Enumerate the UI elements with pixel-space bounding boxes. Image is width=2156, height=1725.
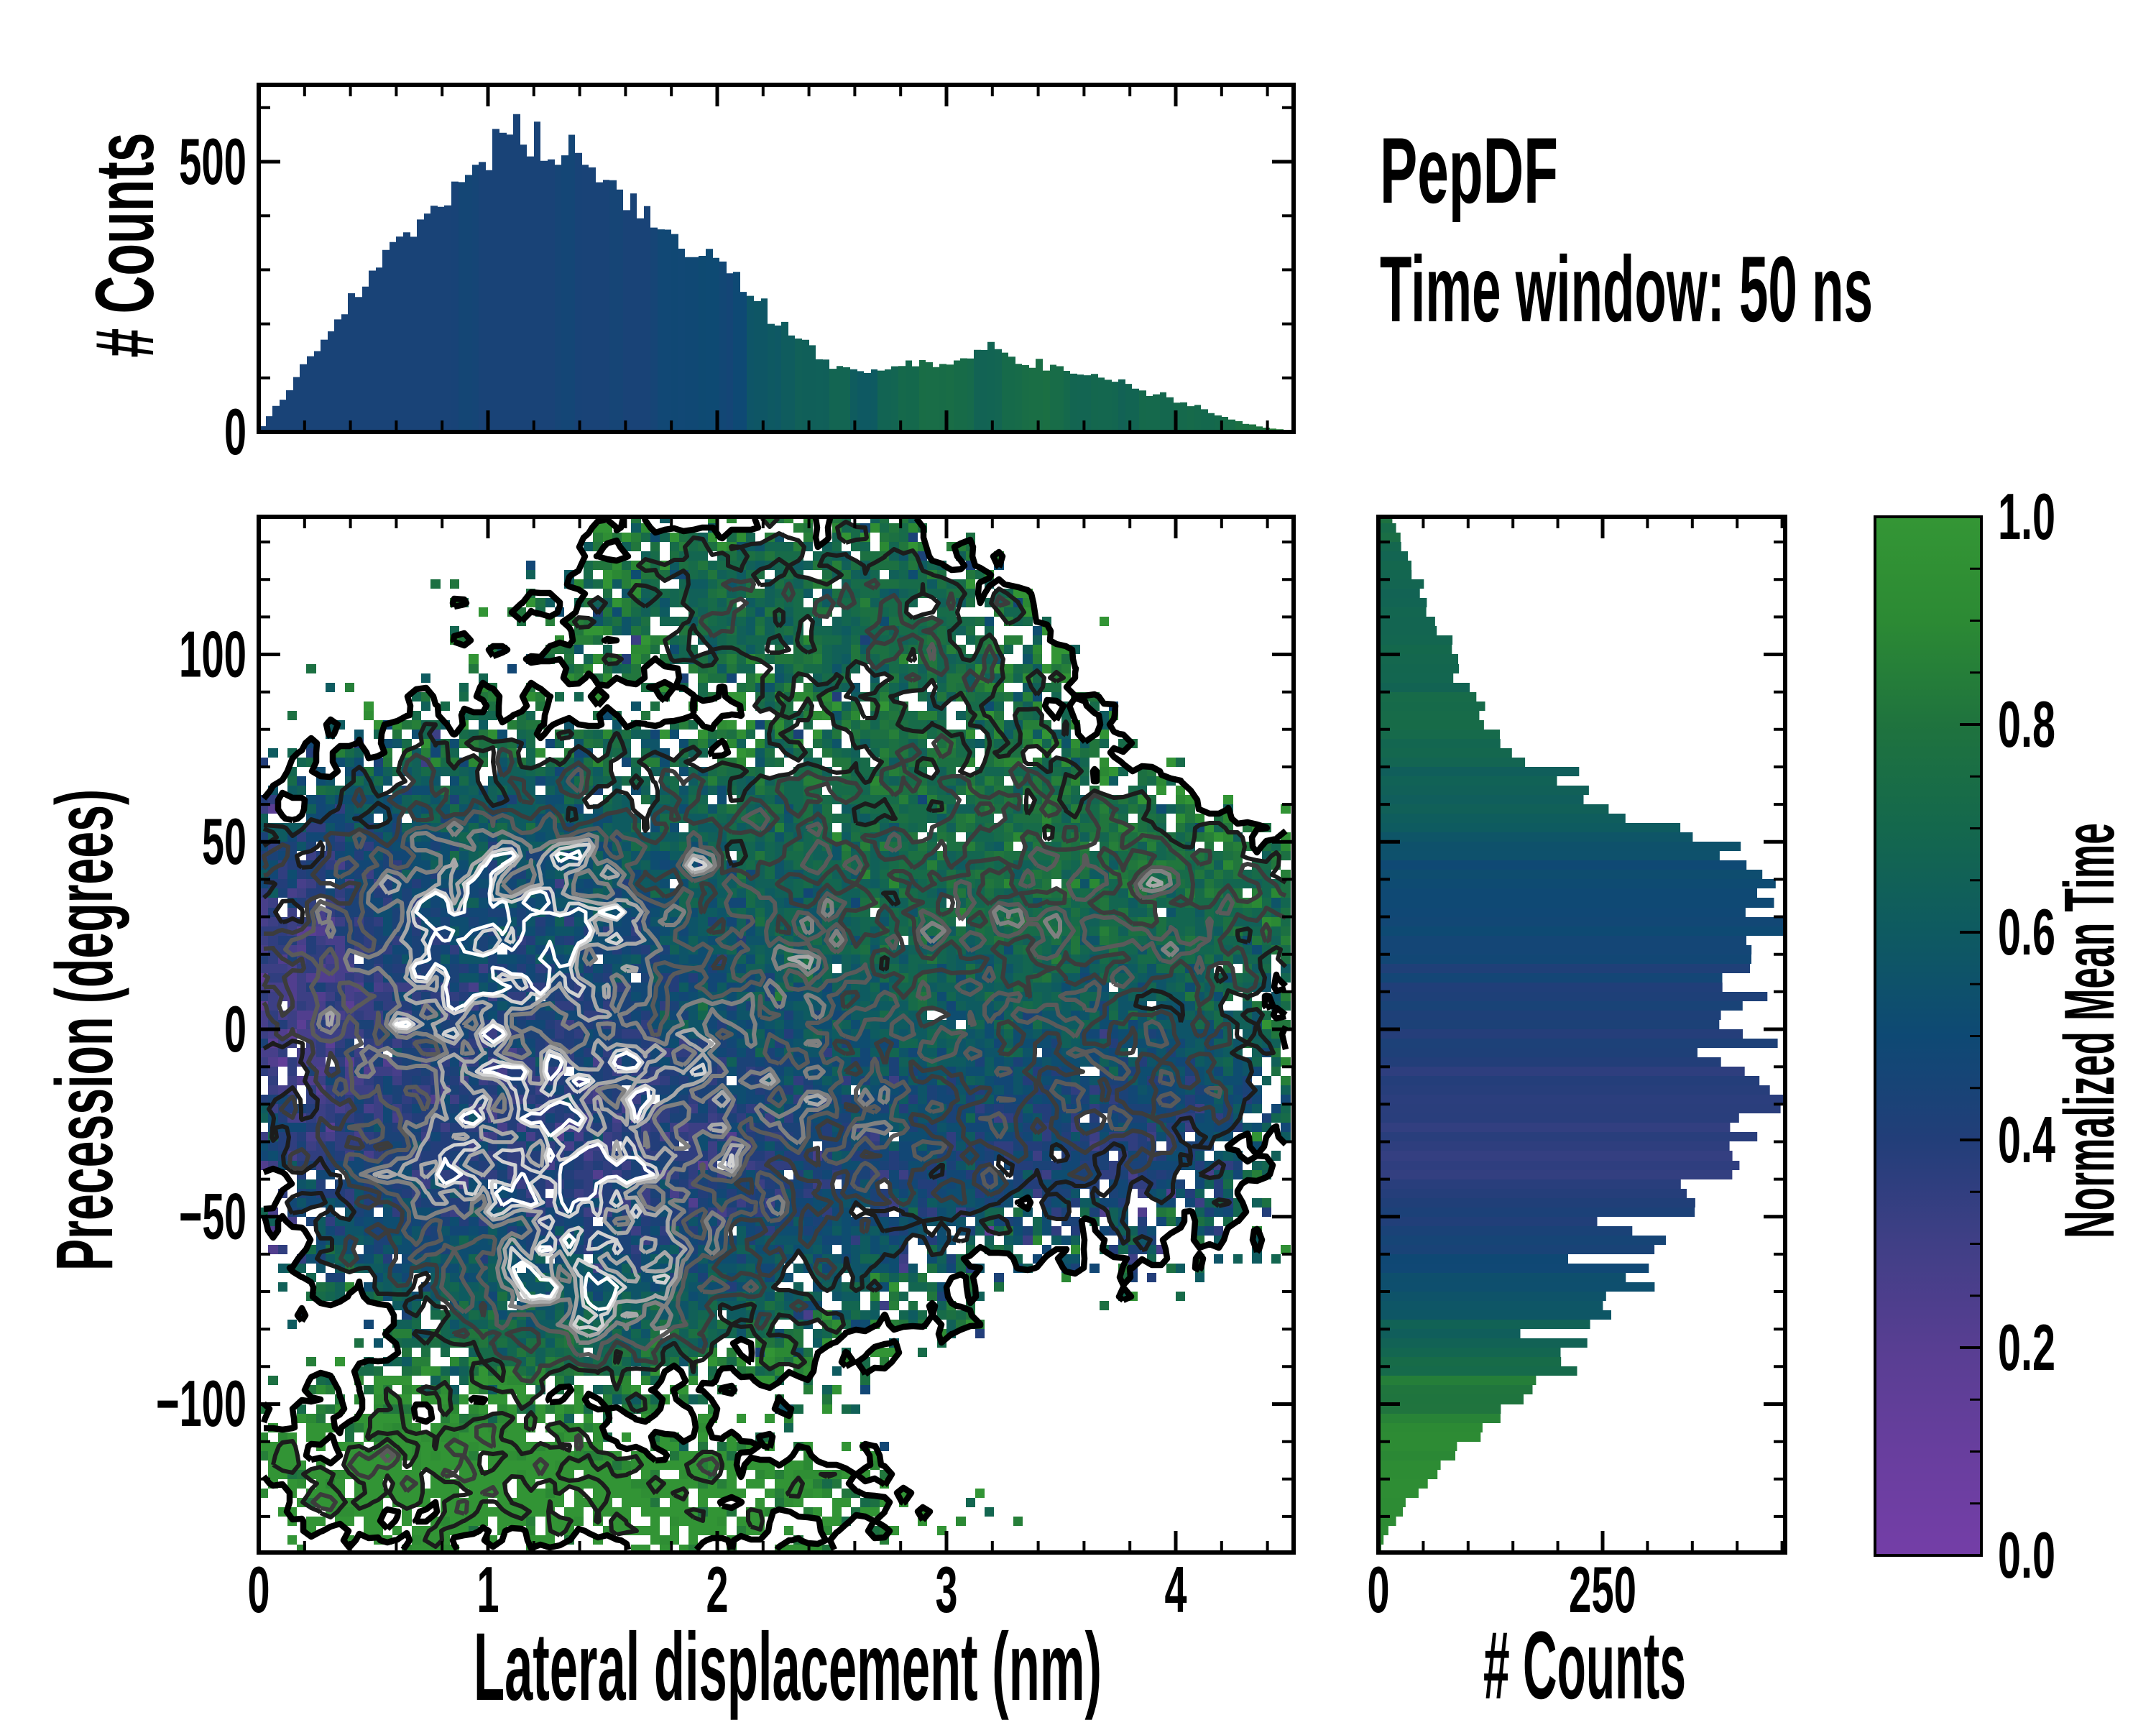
svg-text:Precession (degrees): Precession (degrees) (40, 789, 129, 1271)
svg-text:# Counts: # Counts (79, 133, 171, 358)
svg-text:100: 100 (179, 619, 247, 691)
svg-text:# Counts: # Counts (1483, 1612, 1686, 1719)
svg-text:0: 0 (248, 1554, 270, 1627)
svg-text:500: 500 (179, 126, 247, 198)
svg-text:0.8: 0.8 (1998, 689, 2055, 761)
svg-text:3: 3 (936, 1554, 958, 1627)
svg-text:0: 0 (224, 396, 247, 469)
svg-text:250: 250 (1569, 1554, 1636, 1627)
svg-text:Normalized Mean Time: Normalized Mean Time (2050, 823, 2129, 1238)
svg-text:1: 1 (477, 1554, 499, 1627)
svg-text:−100: −100 (156, 1368, 247, 1440)
svg-text:0.0: 0.0 (1998, 1519, 2055, 1592)
svg-text:0: 0 (224, 993, 247, 1066)
svg-text:Time window: 50 ns: Time window: 50 ns (1380, 236, 1873, 341)
svg-text:0.6: 0.6 (1998, 896, 2055, 969)
svg-text:−50: −50 (179, 1181, 247, 1254)
svg-text:PepDF: PepDF (1380, 118, 1558, 223)
svg-text:0.4: 0.4 (1998, 1104, 2055, 1177)
svg-text:Lateral displacement (nm): Lateral displacement (nm) (474, 1614, 1102, 1721)
svg-text:2: 2 (706, 1554, 729, 1627)
svg-text:1.0: 1.0 (1998, 481, 2055, 553)
svg-text:50: 50 (202, 806, 247, 878)
svg-text:0.2: 0.2 (1998, 1312, 2055, 1384)
svg-text:4: 4 (1165, 1554, 1187, 1627)
svg-text:0: 0 (1368, 1554, 1390, 1627)
